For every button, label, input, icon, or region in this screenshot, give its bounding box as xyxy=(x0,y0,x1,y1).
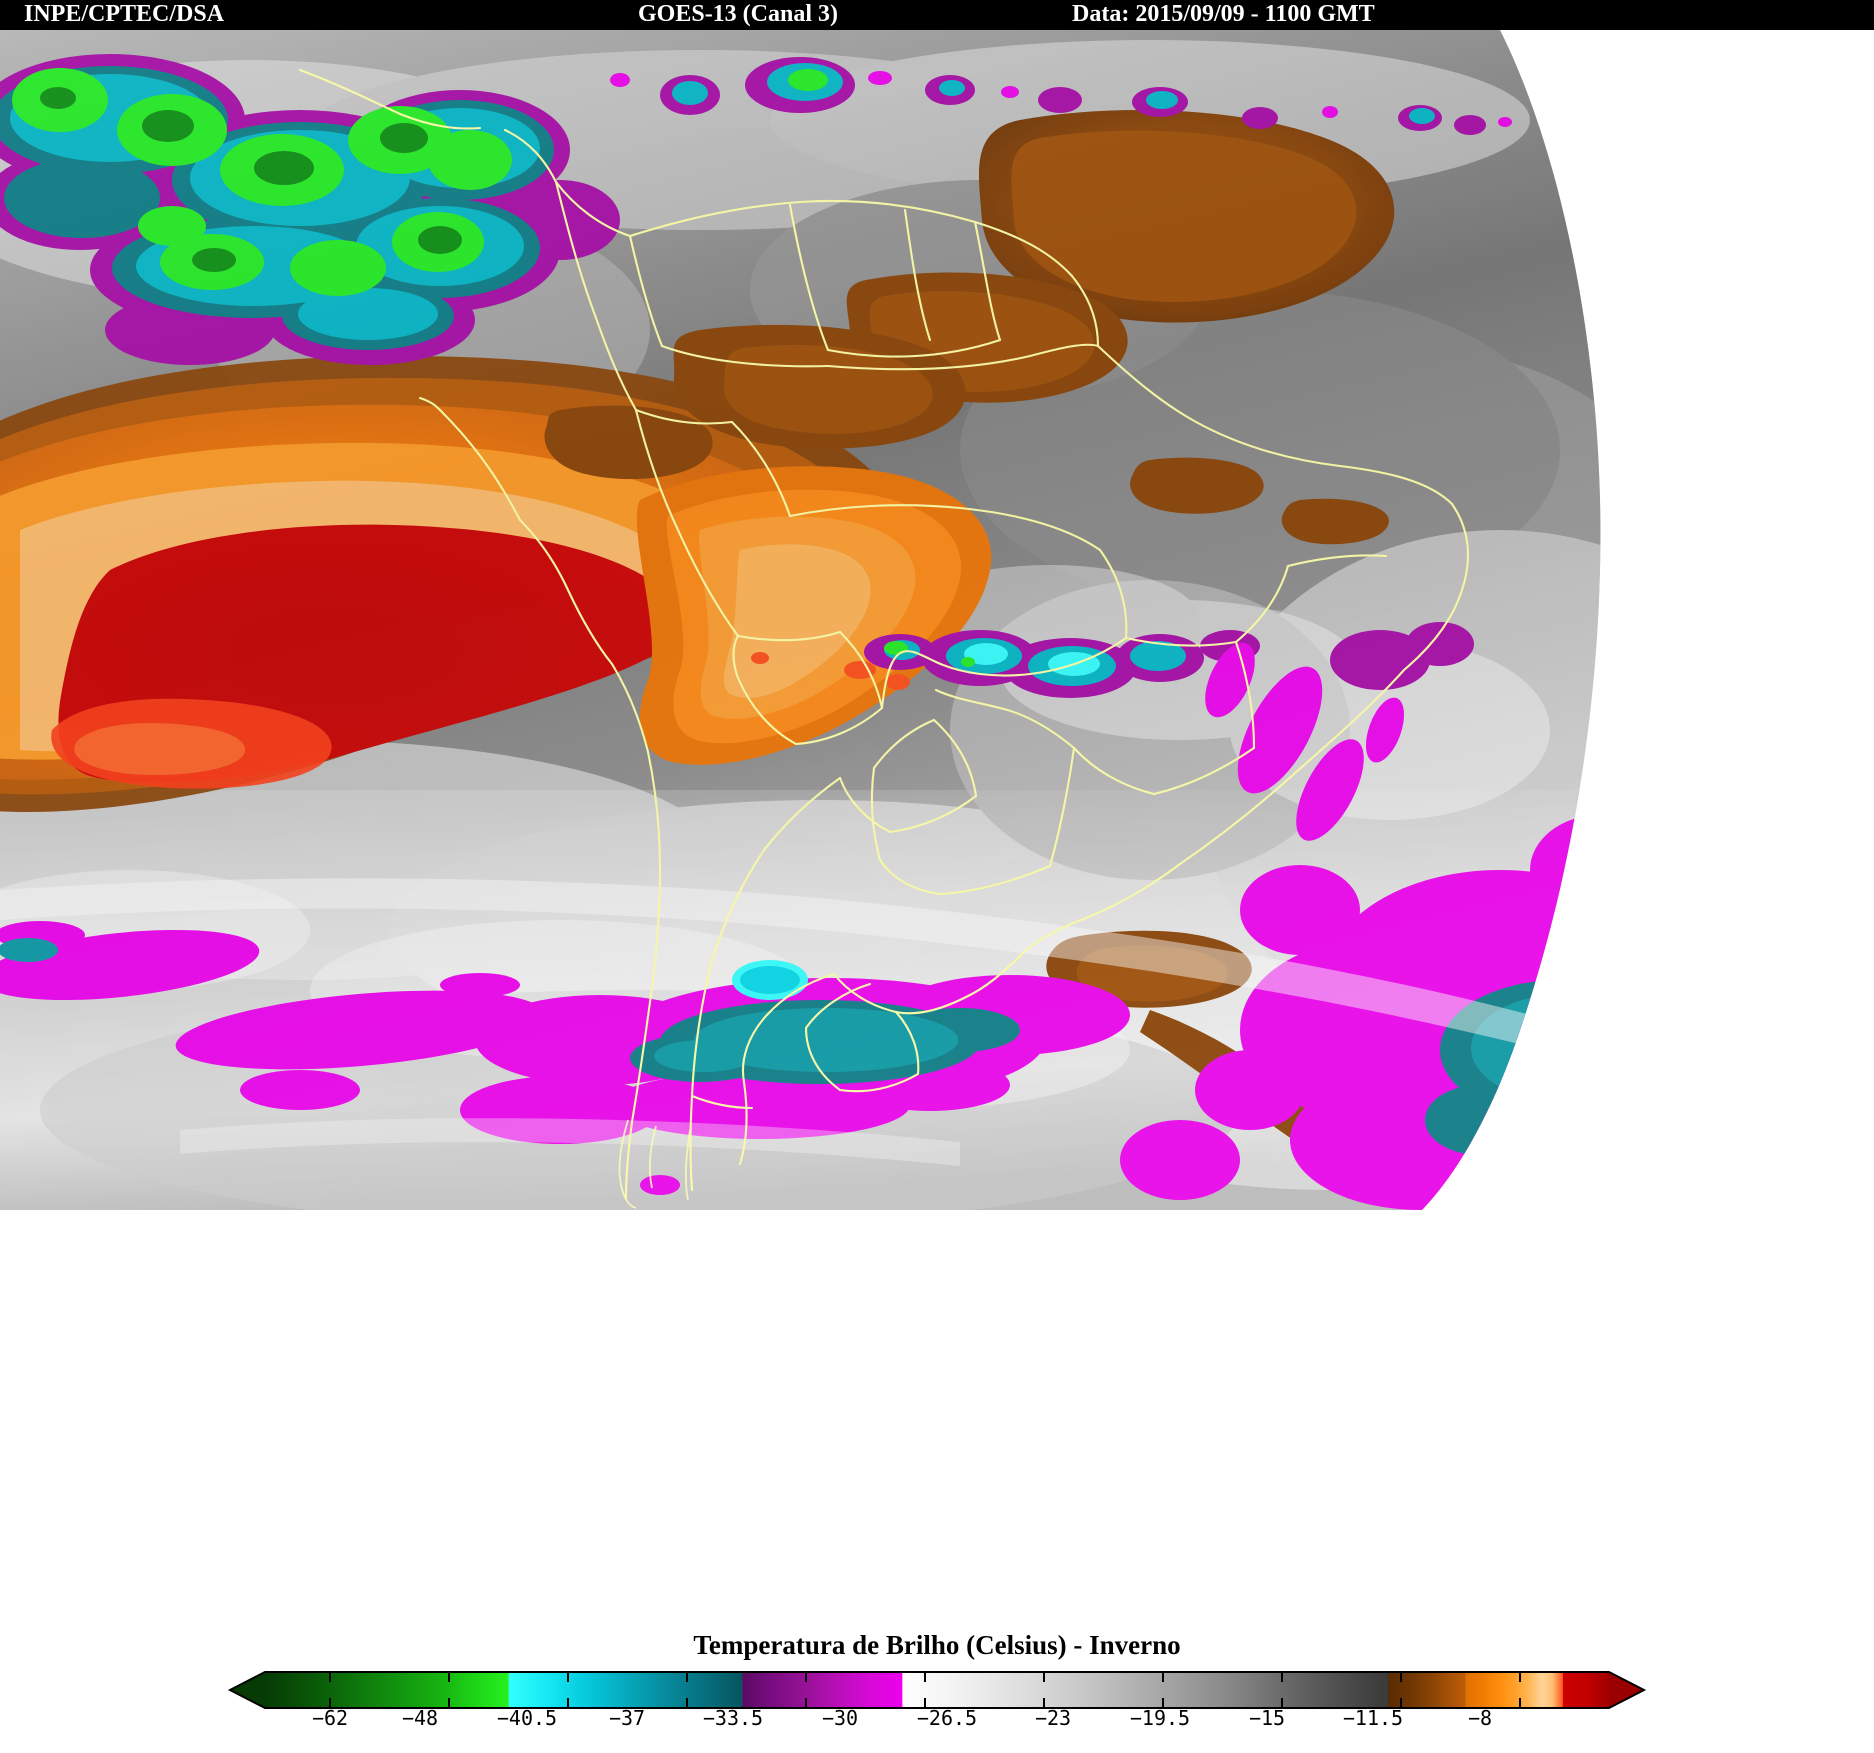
satellite-disk xyxy=(0,30,1601,1210)
colorbar-right-arrow xyxy=(1609,1672,1644,1708)
datetime-label: Data: 2015/09/09 - 1100 GMT xyxy=(1072,1,1375,27)
colorbar-tick-label: −11.5 xyxy=(1342,1706,1404,1730)
colorbar-tick-label: −48 xyxy=(401,1706,439,1730)
colorbar-tick-label: −23 xyxy=(1034,1706,1072,1730)
colorbar-tick-label: −30 xyxy=(821,1706,859,1730)
colorbar-tick-label: −62 xyxy=(311,1706,349,1730)
satellite-image xyxy=(0,30,1874,1210)
colorbar-tick-label: −33.5 xyxy=(702,1706,764,1730)
colorbar-gradient xyxy=(265,1672,1609,1708)
colorbar-tick-label: −19.5 xyxy=(1129,1706,1191,1730)
colorbar-tick-label: −26.5 xyxy=(916,1706,978,1730)
colorbar-scale xyxy=(227,1671,1647,1709)
colorbar-outline xyxy=(227,1671,1647,1709)
satellite-channel-label: GOES-13 (Canal 3) xyxy=(638,1,839,27)
colorbar-tick-label: −37 xyxy=(608,1706,646,1730)
scan-texture xyxy=(0,30,1601,1210)
colorbar-tick-label: −40.5 xyxy=(496,1706,558,1730)
colorbar-tick-label: −15 xyxy=(1248,1706,1286,1730)
colorbar-block: Temperatura de Brilho (Celsius) - Invern… xyxy=(0,1630,1874,1753)
agency-label: INPE/CPTEC/DSA xyxy=(24,1,225,27)
title-bar: INPE/CPTEC/DSA GOES-13 (Canal 3) Data: 2… xyxy=(0,0,1874,30)
colorbar-tick-label: −8 xyxy=(1467,1706,1493,1730)
satellite-raster xyxy=(0,30,1874,1210)
colorbar-title: Temperatura de Brilho (Celsius) - Invern… xyxy=(693,1630,1181,1660)
colorbar-ticks xyxy=(329,1672,1521,1708)
colorbar-left-arrow xyxy=(230,1672,265,1708)
